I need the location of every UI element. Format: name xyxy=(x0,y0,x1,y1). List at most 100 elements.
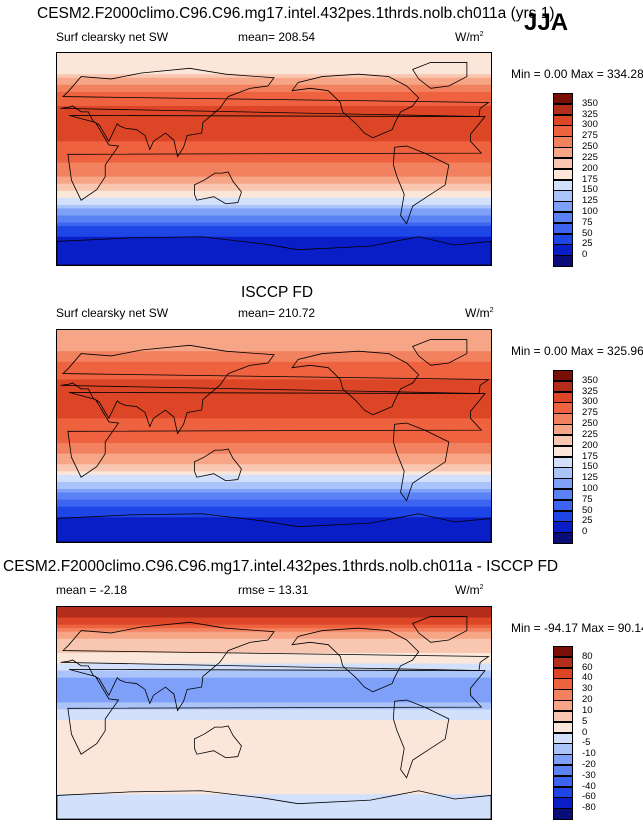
field-band xyxy=(57,446,491,451)
field-band xyxy=(57,713,491,718)
colorbar-tick-label: 200 xyxy=(582,439,598,451)
field-band xyxy=(57,783,491,788)
colorbar-tick-label: 200 xyxy=(582,162,598,174)
field-band xyxy=(57,524,491,529)
colorbar-tick-label: 30 xyxy=(582,683,593,695)
colorbar-swatch xyxy=(553,147,573,159)
panel3-units: W/m2 xyxy=(455,583,484,597)
field-band xyxy=(57,709,491,714)
field-band xyxy=(57,624,491,629)
field-band xyxy=(57,727,491,732)
colorbar-tick-label: -80 xyxy=(582,802,596,814)
field-band xyxy=(57,510,491,515)
field-band xyxy=(57,190,491,195)
colorbar-swatch xyxy=(553,521,573,533)
colorbar-tick-label: 125 xyxy=(582,195,598,207)
field-band xyxy=(57,723,491,728)
field-band xyxy=(57,439,491,444)
colorbar-tick-label: 0 xyxy=(582,726,588,738)
colorbar-swatch xyxy=(553,201,573,213)
coastline xyxy=(412,616,468,643)
colorbar-tick-label: -20 xyxy=(582,758,596,770)
coastline xyxy=(57,236,491,265)
field-band xyxy=(57,354,491,359)
field-band xyxy=(57,758,491,764)
field-band xyxy=(57,421,491,426)
field-band xyxy=(57,400,491,405)
field-band xyxy=(57,247,491,252)
field-band xyxy=(57,88,491,93)
field-band xyxy=(57,663,491,668)
field-band xyxy=(57,383,491,388)
field-band xyxy=(57,681,491,686)
field-band xyxy=(57,762,491,767)
field-band xyxy=(57,53,491,58)
colorbar-swatch xyxy=(553,786,573,798)
colorbar-swatch xyxy=(553,700,573,712)
field-band xyxy=(57,628,491,633)
field-band xyxy=(57,407,491,412)
colorbar-tick-label: -30 xyxy=(582,769,596,781)
colorbar-tick-label: 175 xyxy=(582,173,598,185)
field-band xyxy=(57,109,491,114)
field-band xyxy=(57,478,491,483)
field-band xyxy=(57,81,491,86)
field-band xyxy=(57,113,491,118)
panel1-mean: mean= 208.54 xyxy=(238,30,316,44)
field-band xyxy=(57,368,491,373)
panel2-mean: mean= 210.72 xyxy=(238,306,316,320)
coastline xyxy=(194,448,242,482)
field-band xyxy=(57,773,491,778)
colorbar-tick-label: 275 xyxy=(582,130,598,142)
field-band xyxy=(57,208,491,213)
field-band xyxy=(57,453,491,458)
panel1-map xyxy=(56,52,492,266)
colorbar-tick-label: 325 xyxy=(582,108,598,120)
field-band xyxy=(57,667,491,672)
field-band xyxy=(57,436,491,441)
field-band xyxy=(57,102,491,107)
colorbar-swatch xyxy=(553,157,573,170)
coastline xyxy=(392,422,450,502)
colorbar-swatch xyxy=(553,445,573,457)
coastline xyxy=(412,62,468,89)
field-band xyxy=(57,755,491,760)
panel1-colorbar xyxy=(553,93,573,267)
colorbar-swatch xyxy=(553,532,573,544)
field-band xyxy=(57,361,491,366)
coastline xyxy=(57,513,491,542)
colorbar-swatch xyxy=(553,244,573,256)
field-band xyxy=(57,617,491,622)
field-band xyxy=(57,698,491,703)
field-band xyxy=(57,233,491,238)
colorbar-swatch xyxy=(553,467,573,479)
colorbar-swatch xyxy=(553,646,573,658)
colorbar-swatch xyxy=(553,478,573,490)
field-band xyxy=(57,734,491,739)
panel3-minmax: Min = -94.17 Max = 90.14 xyxy=(511,621,643,635)
field-band xyxy=(57,610,491,615)
colorbar-swatch xyxy=(553,710,573,723)
field-band xyxy=(57,204,491,210)
colorbar-swatch xyxy=(553,391,573,403)
field-band xyxy=(57,432,491,437)
panel2-map xyxy=(56,329,492,543)
field-band xyxy=(57,116,491,121)
coastline xyxy=(57,790,491,819)
colorbar-tick-label: -40 xyxy=(582,780,596,792)
colorbar-tick-label: 50 xyxy=(582,504,593,516)
field-band xyxy=(57,776,491,781)
field-band xyxy=(57,513,491,518)
colorbar-swatch xyxy=(553,114,573,126)
colorbar-swatch xyxy=(553,754,573,766)
colorbar-tick-label: 300 xyxy=(582,396,598,408)
field-band xyxy=(57,804,491,809)
panel2-minmax: Min = 0.00 Max = 325.96 xyxy=(511,344,643,358)
panel2-header: ISCCP FD xyxy=(241,284,314,301)
colorbar-tick-label: 225 xyxy=(582,151,598,163)
field-band xyxy=(57,730,491,735)
field-band xyxy=(57,141,491,146)
colorbar-swatch xyxy=(553,510,573,522)
field-band xyxy=(57,737,491,742)
colorbar-swatch xyxy=(553,743,573,755)
